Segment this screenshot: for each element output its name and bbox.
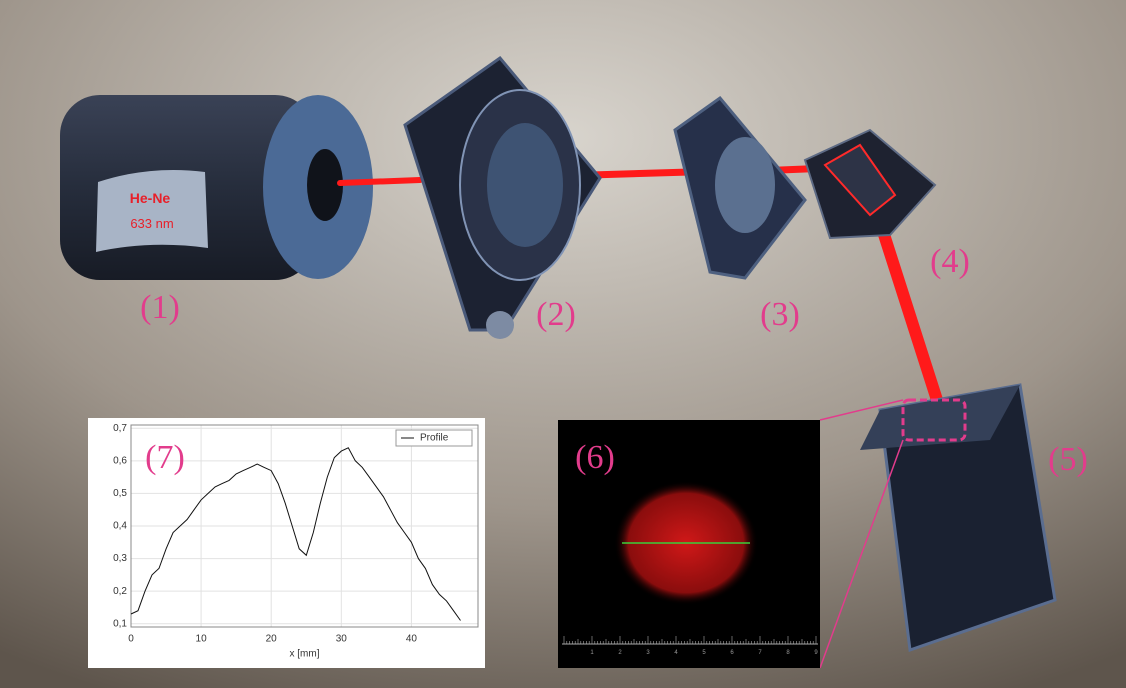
y-tick-label: 0,5 [113,488,127,499]
y-tick-label: 0,1 [113,618,127,629]
laser-wavelength: 633 nm [130,216,173,231]
x-tick-label: 40 [406,634,418,645]
y-tick-label: 0,4 [113,521,127,532]
legend-label: Profile [420,433,449,444]
x-tick-label: 0 [128,634,134,645]
component-label: (7) [145,439,185,476]
laser: He-Ne 633 nm [60,95,373,280]
y-tick-label: 0,3 [113,553,127,564]
y-tick-label: 0,7 [113,423,127,434]
setup-figure: He-Ne 633 nm 123456789 [0,0,1126,688]
component-label: (5) [1048,441,1088,478]
y-tick-label: 0,6 [113,455,127,466]
y-tick-label: 0,2 [113,586,127,597]
component-label: (4) [930,243,970,280]
x-axis-label: x [mm] [290,649,320,660]
x-tick-label: 30 [336,634,348,645]
component-label: (3) [760,296,800,333]
x-tick-label: 20 [266,634,278,645]
component-label: (6) [575,439,615,476]
laser-name: He-Ne [130,190,171,206]
component-label: (2) [536,296,576,333]
component-label: (1) [140,289,180,326]
x-tick-label: 10 [196,634,208,645]
